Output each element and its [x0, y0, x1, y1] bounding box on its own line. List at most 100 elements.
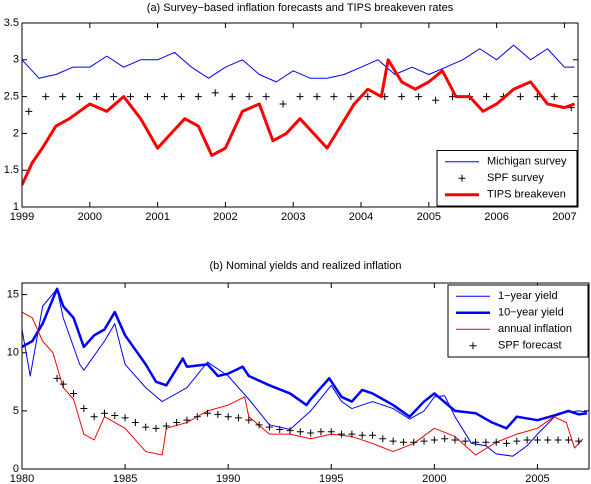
marker [379, 435, 387, 443]
marker [286, 427, 294, 435]
x-tick-label: 2003 [281, 211, 305, 223]
marker [296, 428, 304, 436]
marker [162, 422, 170, 430]
marker [142, 423, 150, 431]
marker [143, 93, 151, 101]
marker [399, 438, 407, 446]
marker [276, 425, 284, 433]
marker [415, 93, 423, 101]
x-tick-label: 2000 [422, 473, 446, 484]
marker [389, 437, 397, 445]
series-line [22, 287, 588, 430]
marker [255, 421, 263, 429]
x-tick-label: 2000 [78, 211, 102, 223]
series-line [22, 58, 576, 186]
marker [516, 93, 524, 101]
marker [110, 93, 118, 101]
marker [111, 412, 119, 420]
legend-label: TIPS breakeven [487, 189, 566, 201]
data-area [22, 44, 576, 186]
marker [183, 416, 191, 424]
x-tick-label: 1999 [10, 211, 34, 223]
marker [100, 409, 108, 417]
marker [347, 93, 355, 101]
marker [42, 93, 50, 101]
x-tick-label: 2004 [349, 211, 373, 223]
x-tick-label: 2007 [552, 211, 576, 223]
marker [59, 380, 67, 388]
data-area [22, 287, 588, 457]
legend-label: 10−year yield [498, 307, 564, 319]
marker [482, 438, 490, 446]
x-tick-label: 1995 [319, 473, 343, 484]
marker [53, 374, 61, 382]
marker [160, 93, 168, 101]
legend-marker [469, 342, 477, 350]
marker [554, 436, 562, 444]
marker [126, 93, 134, 101]
chart-title: (a) Survey−based inflation forecasts and… [147, 2, 454, 14]
x-tick-label: 1985 [113, 473, 137, 484]
y-tick-label: 10 [7, 347, 19, 359]
marker [193, 413, 201, 421]
marker [369, 431, 377, 439]
series-line [22, 44, 575, 83]
y-tick-label: 3 [13, 54, 19, 66]
y-tick-label: 3.5 [4, 17, 19, 29]
marker [482, 93, 490, 101]
marker [430, 436, 438, 444]
marker [93, 93, 101, 101]
y-tick-label: 2 [13, 127, 19, 139]
axis-box [21, 22, 579, 208]
marker [245, 416, 253, 424]
marker [564, 436, 572, 444]
marker [317, 428, 325, 436]
marker [410, 438, 418, 446]
y-tick-label: 1 [13, 201, 19, 213]
legend-box [447, 284, 589, 358]
marker [204, 409, 212, 417]
marker [70, 389, 78, 397]
marker [348, 430, 356, 438]
legend-marker [458, 174, 466, 182]
legend: Michigan survey SPF survey TIPS breakeven [436, 150, 578, 207]
marker [338, 430, 346, 438]
marker [121, 414, 129, 422]
legend-label: SPF forecast [498, 340, 562, 352]
y-tick-label: 5 [13, 405, 19, 417]
legend: 1−year yield 10−year yield annual inflatio… [447, 284, 589, 358]
marker [234, 414, 242, 422]
legend-label: 1−year yield [498, 290, 558, 302]
marker [513, 437, 521, 445]
marker [90, 413, 98, 421]
marker [76, 93, 84, 101]
marker [245, 93, 253, 101]
marker [194, 93, 202, 101]
marker [59, 93, 67, 101]
marker [152, 424, 160, 432]
marker [296, 93, 304, 101]
y-tick-label: 2.5 [4, 91, 19, 103]
marker [177, 93, 185, 101]
marker [265, 423, 273, 431]
marker [358, 431, 366, 439]
marker [131, 419, 139, 426]
marker [398, 93, 406, 101]
marker [330, 93, 338, 101]
marker [80, 405, 88, 413]
y-tick-label: 1.5 [4, 164, 19, 176]
x-tick-label: 1990 [216, 473, 240, 484]
legend-label: annual inflation [498, 323, 572, 335]
marker [313, 93, 321, 101]
series-line [22, 288, 588, 457]
y-tick-label: 0 [13, 463, 19, 475]
x-tick-label: 1980 [10, 473, 34, 484]
marker [533, 93, 541, 101]
x-tick-label: 2005 [417, 211, 441, 223]
axis-box [21, 282, 590, 470]
marker [544, 436, 552, 444]
y-tick-label: 15 [7, 289, 19, 301]
marker [224, 413, 232, 421]
